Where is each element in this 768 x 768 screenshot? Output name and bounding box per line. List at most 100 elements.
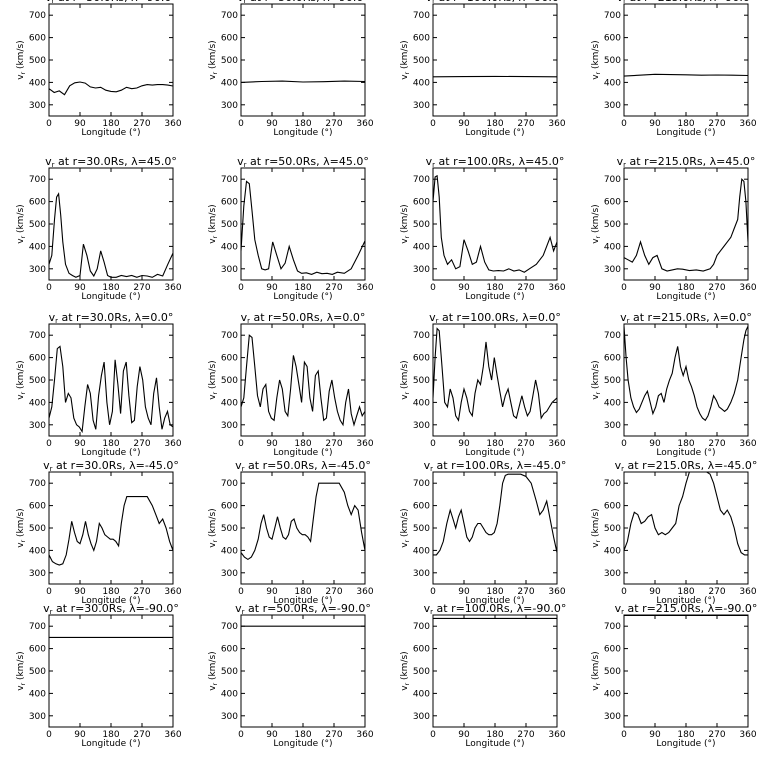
chart-panel: vr at r=30.0Rs, λ=-45.0° 0 90 180 270 360 300 4… — [16, 459, 182, 606]
y-tick-label: 300 — [413, 101, 430, 111]
x-tick-label: 360 — [739, 730, 756, 740]
chart-panel: vr at r=50.0Rs, λ=0.0° 0 90 180 270 360 300 400… — [208, 311, 374, 458]
x-tick-label: 0 — [238, 587, 244, 597]
x-axis-label: Longitude (°) — [656, 596, 715, 606]
x-tick-label: 0 — [46, 283, 52, 293]
chart-panel: vr at r=215.0Rs, λ=90.0° 0 90 180 270 360 300 4… — [591, 0, 757, 138]
y-tick-label: 700 — [604, 175, 621, 185]
panel-title: vr at r=100.0Rs, λ=-45.0° — [424, 459, 567, 473]
chart-panel: vr at r=30.0Rs, λ=90.0° 0 90 180 270 360 300 40… — [16, 0, 182, 138]
panel-title: vr at r=100.0Rs, λ=0.0° — [429, 311, 561, 325]
y-tick-label: 400 — [221, 689, 238, 699]
y-tick-label: 600 — [221, 502, 238, 512]
y-tick-label: 300 — [604, 712, 621, 722]
plot-frame — [48, 471, 174, 585]
plot-frame — [432, 3, 558, 117]
y-tick-label: 500 — [604, 220, 621, 230]
y-tick-label: 600 — [29, 645, 46, 655]
x-axis-label: Longitude (°) — [465, 596, 524, 606]
x-tick-label: 0 — [621, 587, 627, 597]
x-tick-label: 90 — [266, 587, 278, 597]
y-tick-label: 500 — [29, 667, 46, 677]
y-tick-label: 500 — [604, 667, 621, 677]
x-tick-label: 360 — [739, 439, 756, 449]
y-tick-label: 600 — [413, 645, 430, 655]
y-tick-label: 400 — [29, 78, 46, 88]
y-tick-label: 700 — [604, 479, 621, 489]
y-tick-label: 700 — [29, 11, 46, 21]
y-tick-label: 400 — [604, 546, 621, 556]
y-tick-label: 400 — [29, 398, 46, 408]
plot-frame — [623, 323, 749, 437]
y-axis-label: vr (km/s) — [208, 360, 219, 399]
y-tick-label: 300 — [221, 101, 238, 111]
y-tick-label: 600 — [604, 198, 621, 208]
y-tick-label: 400 — [413, 242, 430, 252]
x-tick-label: 90 — [649, 587, 661, 597]
panel-title: vr at r=30.0Rs, λ=45.0° — [45, 155, 177, 169]
x-tick-label: 90 — [649, 439, 661, 449]
y-axis-label: vr (km/s) — [16, 40, 27, 79]
series-line — [241, 180, 365, 275]
x-tick-label: 360 — [356, 730, 373, 740]
y-tick-label: 300 — [29, 101, 46, 111]
y-tick-label: 700 — [604, 11, 621, 21]
y-axis-label: vr (km/s) — [400, 40, 411, 79]
y-axis-label: vr (km/s) — [591, 204, 602, 243]
x-tick-label: 180 — [294, 587, 311, 597]
y-tick-label: 300 — [29, 421, 46, 431]
y-tick-label: 400 — [29, 546, 46, 556]
x-axis-label: Longitude (°) — [81, 739, 140, 749]
x-tick-label: 270 — [708, 439, 725, 449]
x-tick-label: 0 — [430, 730, 436, 740]
y-tick-label: 700 — [221, 479, 238, 489]
panel-title: vr at r=100.0Rs, λ=45.0° — [426, 155, 565, 169]
chart-panel: vr at r=100.0Rs, λ=-90.0° 0 90 180 270 360 300… — [400, 602, 566, 749]
y-tick-label: 700 — [413, 11, 430, 21]
x-tick-label: 0 — [621, 439, 627, 449]
x-tick-label: 90 — [74, 283, 86, 293]
y-tick-label: 300 — [29, 265, 46, 275]
y-tick-label: 600 — [413, 354, 430, 364]
panel-title: vr at r=215.0Rs, λ=-90.0° — [615, 602, 758, 616]
y-tick-label: 500 — [604, 524, 621, 534]
x-tick-label: 270 — [517, 730, 534, 740]
x-tick-label: 270 — [517, 283, 534, 293]
x-tick-label: 90 — [74, 119, 86, 129]
x-tick-label: 360 — [164, 283, 181, 293]
y-tick-label: 600 — [604, 502, 621, 512]
y-tick-label: 600 — [604, 645, 621, 655]
y-tick-label: 700 — [221, 622, 238, 632]
y-tick-label: 400 — [29, 689, 46, 699]
x-tick-label: 270 — [325, 439, 342, 449]
y-tick-label: 300 — [604, 265, 621, 275]
y-tick-label: 500 — [413, 667, 430, 677]
plot-frame — [432, 167, 558, 281]
x-tick-label: 0 — [430, 439, 436, 449]
x-axis-label: Longitude (°) — [273, 128, 332, 138]
x-tick-label: 360 — [164, 119, 181, 129]
y-tick-label: 600 — [604, 34, 621, 44]
plot-frame — [240, 3, 366, 117]
panel-title: vr at r=215.0Rs, λ=45.0° — [617, 155, 756, 169]
chart-panel: vr at r=50.0Rs, λ=-90.0° 0 90 180 270 360 300 4… — [208, 602, 374, 749]
y-tick-label: 600 — [29, 198, 46, 208]
chart-panel: vr at r=100.0Rs, λ=-45.0° 0 90 180 270 360 300… — [400, 459, 566, 606]
x-tick-label: 90 — [649, 119, 661, 129]
x-axis-label: Longitude (°) — [81, 448, 140, 458]
x-tick-label: 360 — [164, 587, 181, 597]
x-tick-label: 360 — [548, 730, 565, 740]
chart-panel: vr at r=215.0Rs, λ=0.0° 0 90 180 270 360 300 40… — [591, 311, 757, 458]
y-axis-label: vr (km/s) — [400, 508, 411, 547]
series-line — [624, 73, 748, 77]
x-tick-label: 270 — [325, 283, 342, 293]
y-tick-label: 500 — [221, 524, 238, 534]
y-tick-label: 600 — [221, 645, 238, 655]
y-tick-label: 400 — [604, 78, 621, 88]
plot-frame — [432, 471, 558, 585]
y-tick-label: 700 — [413, 175, 430, 185]
x-tick-label: 270 — [133, 587, 150, 597]
plot-frame — [240, 167, 366, 281]
x-axis-label: Longitude (°) — [465, 739, 524, 749]
x-tick-label: 360 — [548, 587, 565, 597]
